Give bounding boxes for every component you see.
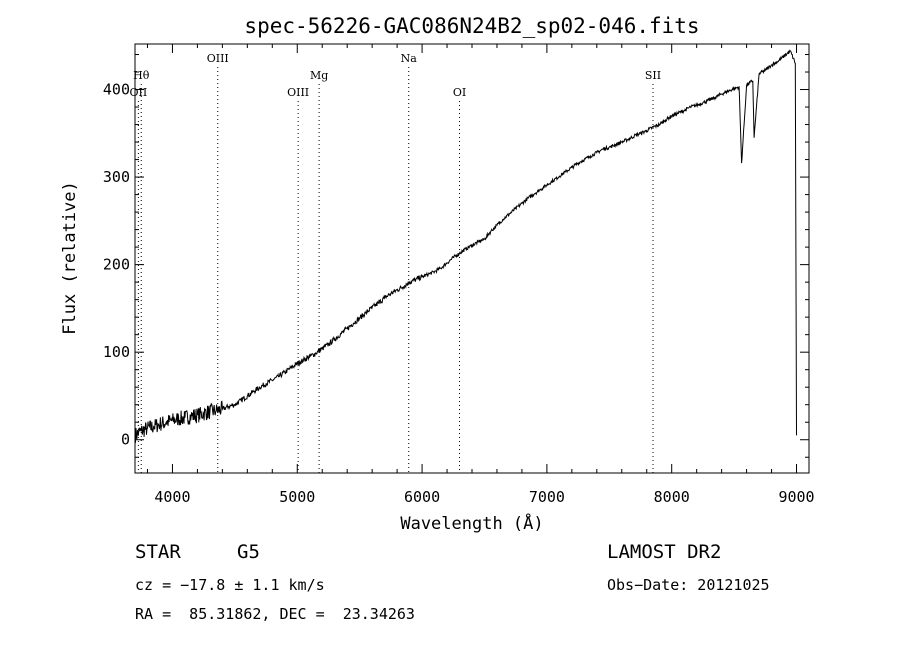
x-tick-label: 6000 [404,488,440,506]
y-axis-label: Flux (relative) [60,181,80,335]
spectrum-line [134,49,797,443]
spectral-line-label: Hθ [133,69,150,82]
x-tick-label: 5000 [279,488,315,506]
plot-frame [134,43,810,474]
spectral-line-label: OIII [207,52,229,65]
spectral-line-label: Mg [310,69,328,82]
spectral-line-label: Na [401,52,418,65]
spectral-line-label: OIII [287,86,309,99]
chart-title: spec-56226-GAC086N24B2_sp02-046.fits [244,14,699,38]
x-axis-ticks: 4000 5000 6000 7000 8000 9000 [146,44,815,506]
survey-name: LAMOST DR2 [607,541,722,563]
x-tick-label: 9000 [778,488,814,506]
y-tick-label: 0 [121,431,130,449]
object-type: STAR [135,541,181,563]
x-tick-label: 7000 [529,488,565,506]
x-axis-label: Wavelength (Å) [400,512,543,534]
redshift-value: cz = −17.8 ± 1.1 km/s [135,576,325,594]
spectral-class: G5 [237,541,260,563]
spectral-line-label: OII [130,86,148,99]
y-tick-label: 300 [103,168,130,186]
y-tick-label: 400 [103,81,130,99]
coordinates: RA = 85.31862, DEC = 23.34263 [135,605,415,623]
y-tick-label: 200 [103,256,130,274]
y-tick-label: 100 [103,343,130,361]
x-tick-label: 8000 [654,488,690,506]
spectral-line-label: OI [453,86,466,99]
obs-date: Obs−Date: 20121025 [607,576,770,594]
x-tick-label: 4000 [154,488,190,506]
spectral-line-label: SII [645,69,661,82]
y-axis-ticks: 0 100 200 300 400 [103,54,809,458]
